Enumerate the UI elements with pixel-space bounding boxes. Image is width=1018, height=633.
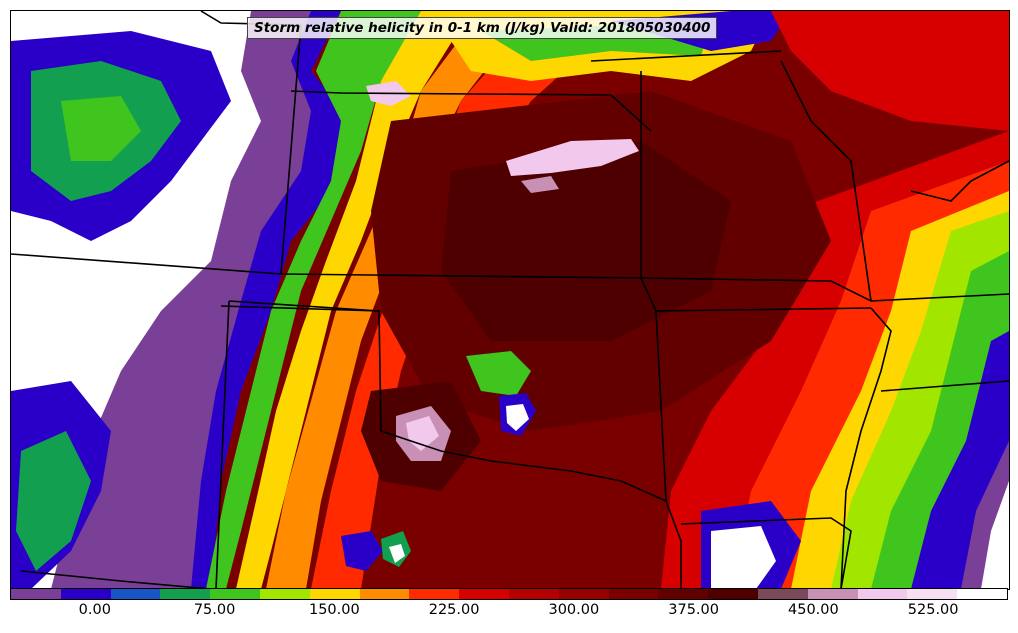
map-title: Storm relative helicity in 0-1 km (J/kg)… bbox=[247, 17, 718, 39]
colorbar-tick-labels: 0.00 75.00 150.00 225.00 300.00 375.00 450.00 5… bbox=[10, 602, 1008, 624]
colorbar-tick-label: 225.00 bbox=[428, 602, 480, 618]
colorbar-tick-label: 150.00 bbox=[308, 602, 360, 618]
colorbar-tick-label: 0.00 bbox=[78, 602, 111, 618]
colorbar-swatch bbox=[907, 589, 958, 599]
colorbar-swatch bbox=[459, 589, 509, 599]
colorbar-tick-label: 525.00 bbox=[907, 602, 959, 618]
colorbar-swatch bbox=[857, 589, 908, 599]
colorbar-tick-label: 450.00 bbox=[788, 602, 839, 618]
colorbar-tick-label: 375.00 bbox=[668, 602, 719, 618]
colorbar-swatch bbox=[359, 589, 410, 599]
colorbar-swatch bbox=[11, 589, 61, 599]
colorbar-swatch bbox=[757, 589, 808, 599]
colorbar-swatch bbox=[508, 589, 559, 599]
srh-map: Storm relative helicity in 0-1 km (J/kg)… bbox=[10, 10, 1010, 590]
colorbar-swatch bbox=[708, 589, 758, 599]
colorbar-swatch bbox=[309, 589, 360, 599]
colorbar-swatch bbox=[210, 589, 260, 599]
colorbar-swatch bbox=[160, 589, 211, 599]
colorbar-swatch bbox=[558, 589, 609, 599]
helicity-field bbox=[11, 11, 1009, 589]
colorbar-swatch bbox=[608, 589, 659, 599]
colorbar-tick-label: 300.00 bbox=[548, 602, 600, 618]
colorbar-swatch bbox=[658, 589, 709, 599]
colorbar-swatch bbox=[807, 589, 858, 599]
colorbar-swatch bbox=[259, 589, 310, 599]
colorbar-tick-label: 75.00 bbox=[193, 602, 236, 618]
colorbar-swatch bbox=[60, 589, 111, 599]
colorbar-swatch bbox=[409, 589, 460, 599]
colorbar-swatch bbox=[110, 589, 161, 599]
colorbar-swatch bbox=[957, 589, 1007, 599]
colorbar bbox=[10, 588, 1008, 600]
